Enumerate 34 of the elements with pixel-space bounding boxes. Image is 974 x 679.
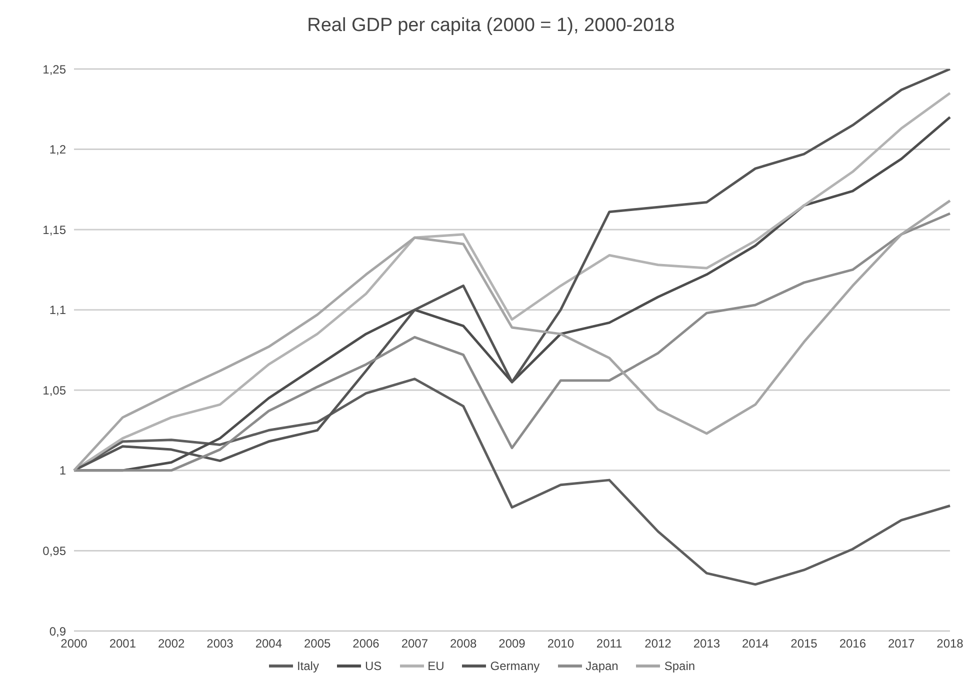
x-tick-label: 2005 <box>304 636 332 651</box>
y-tick-label: 1 <box>59 464 66 478</box>
x-tick-label: 2001 <box>109 636 136 651</box>
x-tick-label: 2015 <box>790 636 818 651</box>
x-tick-label: 2007 <box>401 636 428 651</box>
x-tick-label: 2010 <box>547 636 574 651</box>
y-tick-label: 1,25 <box>42 62 66 76</box>
legend-label: Italy <box>296 659 319 673</box>
x-tick-label: 2000 <box>60 636 88 651</box>
legend-label: Spain <box>664 659 696 673</box>
x-tick-label: 2011 <box>596 636 623 651</box>
x-tick-label: 2002 <box>158 636 186 651</box>
y-tick-label: 0,95 <box>42 544 66 558</box>
legend-label: US <box>364 659 382 673</box>
y-tick-label: 1,05 <box>42 383 66 398</box>
y-tick-label: 1,1 <box>49 303 66 318</box>
legend-label: EU <box>428 659 444 673</box>
x-tick-label: 2012 <box>644 636 672 651</box>
x-tick-label: 2018 <box>936 636 964 651</box>
x-tick-label: 2008 <box>450 636 478 651</box>
y-tick-label: 1,2 <box>49 142 66 157</box>
x-tick-label: 2014 <box>742 636 770 651</box>
y-tick-label: 1,15 <box>42 222 66 237</box>
y-tick-label: 0,9 <box>49 624 66 638</box>
x-tick-label: 2013 <box>693 636 720 651</box>
x-tick-label: 2016 <box>839 636 866 651</box>
x-tick-label: 2006 <box>352 636 380 651</box>
legend-label: Japan <box>586 659 618 673</box>
x-tick-label: 2017 <box>888 636 916 651</box>
legend-label: Germany <box>490 659 540 673</box>
chart-title: Real GDP per capita (2000 = 1), 2000-2018 <box>306 14 676 38</box>
x-tick-label: 2004 <box>255 636 282 651</box>
x-tick-label: 2009 <box>498 636 526 651</box>
x-tick-label: 2003 <box>206 636 234 651</box>
